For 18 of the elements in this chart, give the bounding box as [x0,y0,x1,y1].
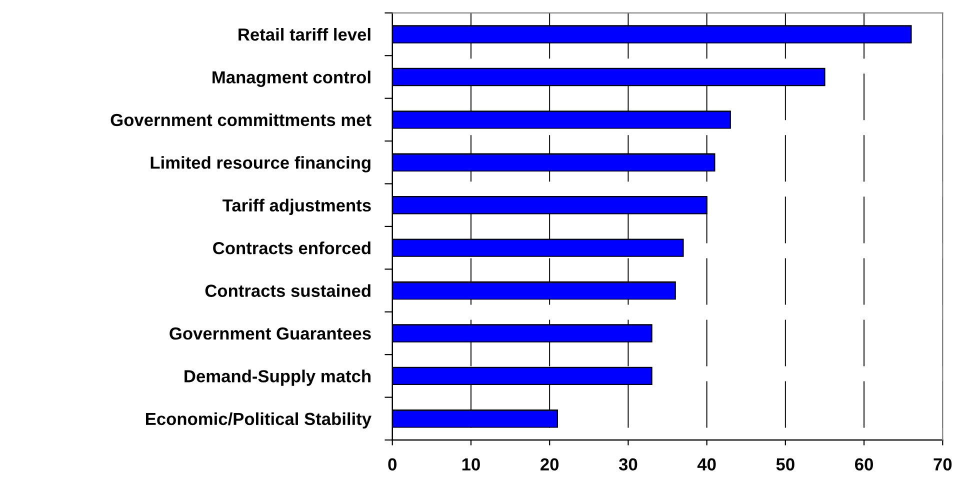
y-tick-label: Retail tariff level [238,28,370,41]
x-tick-label: 50 [776,458,794,471]
x-tick-label: 70 [934,458,952,471]
x-tick-label: 20 [540,458,559,471]
y-tick-label: Limited resource financing [150,156,370,172]
y-tick-label: Managment control [212,70,370,87]
y-tick-label: Tariff adjustments [222,198,371,215]
x-tick-label: 0 [388,458,396,471]
x-tick-label: 30 [618,458,638,471]
x-tick-label: 60 [855,458,873,471]
y-tick-label: Contracts enforced [213,242,370,254]
x-tick-label: 40 [697,458,716,471]
y-tick-label: Demand-Supply match [184,370,370,386]
x-tick-label: 10 [462,458,480,471]
y-tick-label: Economic/Political Stability [146,412,372,429]
y-tick-label: Contracts sustained [205,284,370,297]
y-tick-label: Government Guarantees [170,327,371,340]
y-tick-label: Government committments met [110,113,372,126]
